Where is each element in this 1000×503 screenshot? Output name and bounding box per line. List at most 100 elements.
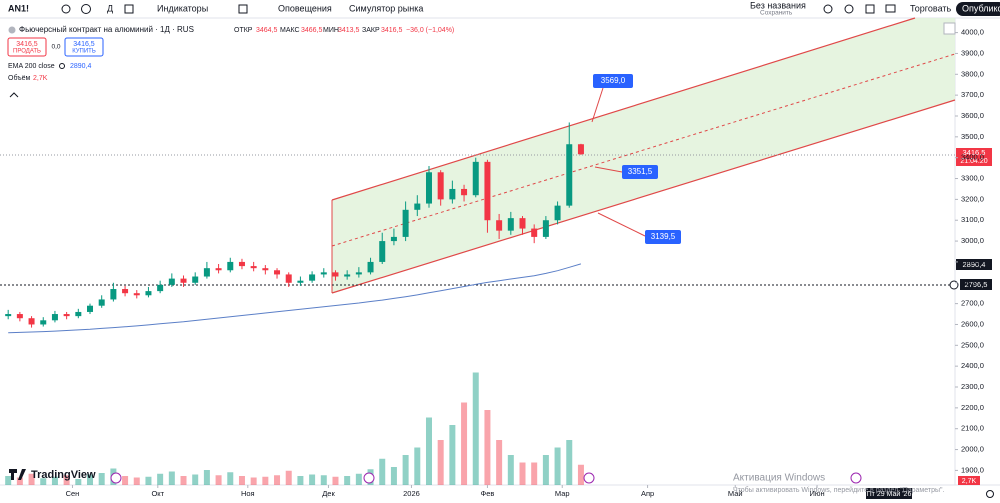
candle-body [63,314,70,317]
buy-button[interactable] [64,37,104,57]
candle-body [461,188,468,196]
volume-axis-value: 2,7K [962,478,977,485]
icon[interactable] [865,4,875,14]
candle-body [344,274,351,277]
trade[interactable]: Торговать [910,3,952,13]
layout-name[interactable]: Без названия [750,0,806,10]
interval[interactable]: Д [107,3,113,13]
scale-button[interactable] [943,22,956,35]
callout-line [591,87,604,123]
volume-bar [122,476,129,485]
volume-bar [379,458,386,485]
icon[interactable] [823,4,833,14]
volume-bar [250,477,257,485]
y-tick-label: 2500,0 [961,340,984,349]
y-tick-label: 3400,0 [961,153,984,162]
candle-body [425,172,432,204]
candle-body [28,318,35,325]
candle-body [122,289,129,294]
legend-title: Фьючерсный контракт на алюминий · 1Д · R… [19,25,194,34]
sell-price[interactable]: 3416,5 [16,41,38,48]
layout-icon[interactable] [238,4,248,14]
publish-label[interactable]: Опубликовать [962,3,1000,13]
indicators[interactable]: Индикаторы [157,3,208,13]
countdown: 21:04:20 [960,158,987,165]
last-price: 3416,5 [963,148,986,157]
y-tick-label: 3200,0 [961,194,984,203]
volume-bar [531,462,538,485]
candle-body [51,314,58,321]
volume-bar [180,476,187,485]
y-tick-label: 2600,0 [961,319,984,328]
candle-body [16,314,23,319]
camera-icon[interactable] [885,4,896,13]
volume-bar [402,455,409,485]
candle-body [414,203,421,210]
x-tick-label: Фев [481,489,495,498]
x-tick-label: Сен [66,489,80,498]
volume-bar [542,455,549,485]
alerts[interactable]: Оповещения [278,3,332,13]
y-tick-label: 2100,0 [961,424,984,433]
volume-bar [425,417,432,485]
symbol-logo [8,26,16,34]
candle-body [449,188,456,200]
volume-bar [519,462,526,485]
volume-bar [262,476,269,485]
spread: 0,0 [51,44,60,51]
price-label-box [956,148,992,166]
symbol[interactable]: AN1! [8,3,29,13]
candle-body [274,270,281,275]
chart-type-icon[interactable] [124,4,134,14]
buy-price[interactable]: 3416,5 [73,41,95,48]
volume-bar [472,372,479,485]
candle-body [309,274,316,281]
x-tick-label: Май [728,489,743,498]
volume-bar [51,476,58,485]
volume-bar [87,474,94,485]
volume-bar [157,473,164,485]
candle-body [40,320,47,325]
event-marker[interactable] [363,472,375,484]
add-level-icon[interactable] [949,280,959,290]
buy-label[interactable]: КУПИТЬ [72,49,96,55]
candle-body [5,314,12,317]
volume-bar [227,472,234,485]
candle-body [402,209,409,237]
volume-bar [577,464,584,485]
watermark-title: Активация Windows [733,473,825,484]
icon[interactable] [844,4,854,14]
add-icon[interactable] [81,4,91,14]
y-tick-label: 3300,0 [961,174,984,183]
y-tick-label: 2800,0 [961,278,984,287]
save[interactable]: Сохранить [760,10,793,17]
sell-button[interactable] [7,37,47,57]
volume-bar [507,455,514,485]
event-marker[interactable] [583,472,595,484]
icon[interactable] [61,4,71,14]
sell-label[interactable]: ПРОДАТЬ [13,49,41,55]
y-tick-label: 4000,0 [961,28,984,37]
candle-body [250,266,257,269]
volume-bar [332,476,339,485]
callout-box [622,165,658,179]
replay[interactable]: Симулятор рынка [349,3,423,13]
icon [59,63,65,69]
candle-body [133,293,140,296]
x-tick-label: Окт [151,489,164,498]
settings-icon[interactable] [986,490,994,498]
tv-logo [9,469,26,480]
x-tick-label: Дек [322,489,335,498]
collapse-icon[interactable] [9,92,19,98]
ema-label-box [956,259,992,270]
high-label: МАКС [280,27,300,34]
y-tick-label: 2700,0 [961,299,984,308]
volume-label: Объём [8,74,30,82]
publish-button[interactable] [956,2,1000,16]
low-value: 3413,5 [338,27,360,34]
event-marker[interactable] [110,472,122,484]
high-value: 3466,5 [301,27,323,34]
event-marker[interactable] [850,472,862,484]
volume-bar [274,475,281,485]
